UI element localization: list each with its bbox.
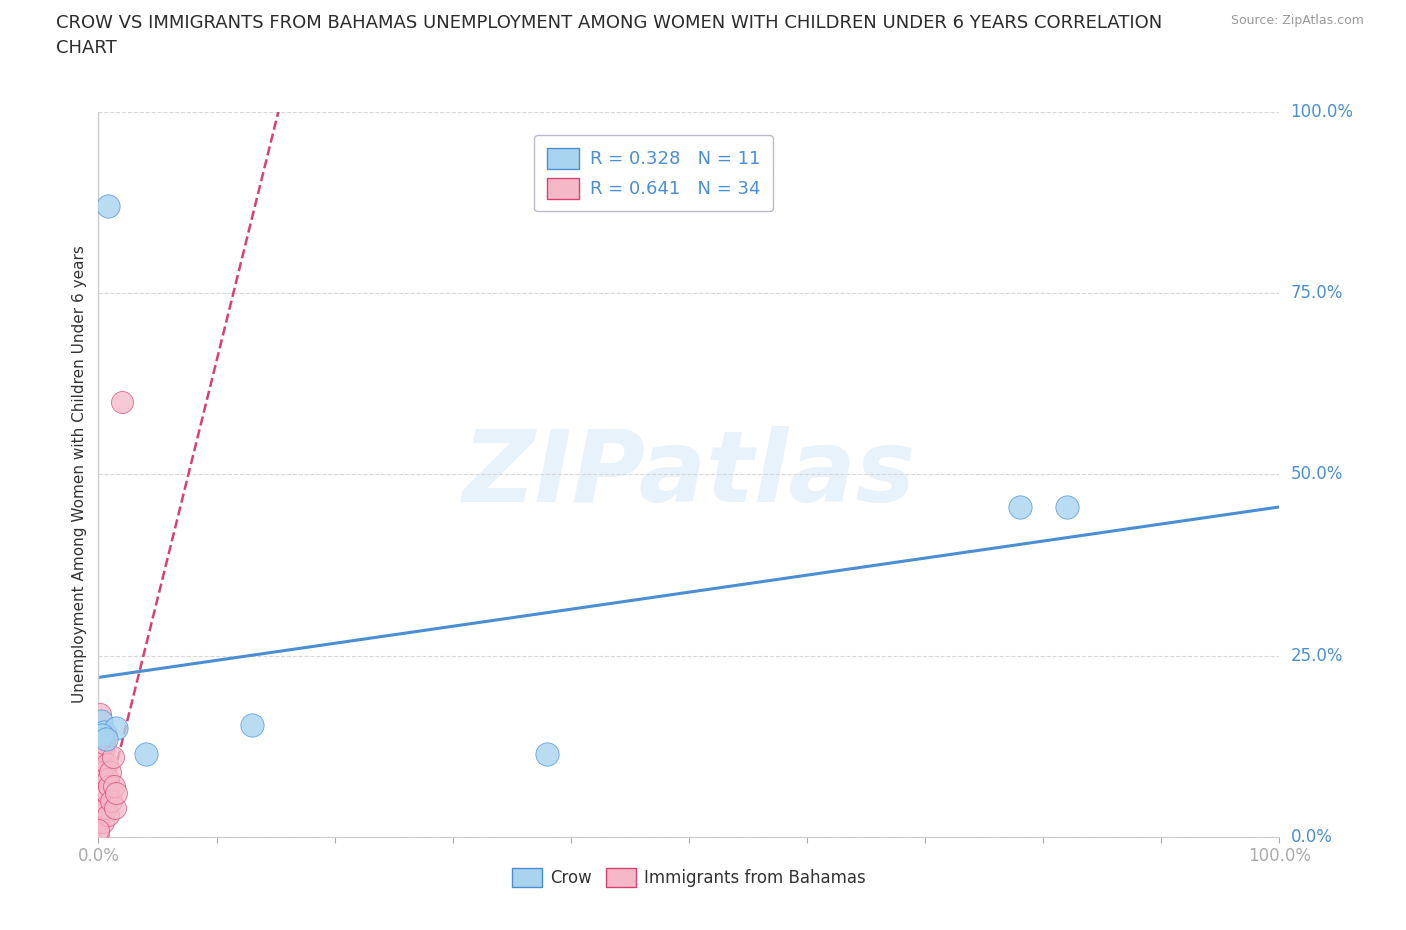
Point [91,724,114,739]
Point [105,786,128,801]
Text: CHART: CHART [56,39,117,57]
Y-axis label: Unemployment Among Women with Children Under 6 years: Unemployment Among Women with Children U… [72,246,87,703]
Point [104,801,127,816]
Point [90,713,112,728]
Point [87,822,110,837]
Point [97,772,120,787]
Text: 75.0%: 75.0% [1291,284,1343,302]
Point [240,717,263,732]
Point [89,706,111,721]
Point [91,786,114,801]
Point [1008,499,1031,514]
Point [96,757,118,772]
Point [87,826,110,841]
Point [100,793,122,808]
Text: 100.0%: 100.0% [1291,102,1354,121]
Point [1056,499,1078,514]
Point [93,724,115,739]
Point [94,728,117,743]
Point [93,736,115,751]
Text: Source: ZipAtlas.com: Source: ZipAtlas.com [1230,14,1364,27]
Point [91,815,114,830]
Text: 50.0%: 50.0% [1291,465,1343,484]
Point [91,728,114,743]
Text: CROW VS IMMIGRANTS FROM BAHAMAS UNEMPLOYMENT AMONG WOMEN WITH CHILDREN UNDER 6 Y: CROW VS IMMIGRANTS FROM BAHAMAS UNEMPLOY… [56,14,1163,32]
Point [90,757,112,772]
Point [91,764,114,779]
Point [87,728,110,743]
Point [135,746,157,761]
Point [89,808,111,823]
Point [94,801,117,816]
Point [87,815,110,830]
Point [94,732,117,747]
Point [536,746,558,761]
Text: 25.0%: 25.0% [1291,646,1343,665]
Point [89,793,111,808]
Point [93,772,115,787]
Point [90,772,112,787]
Point [103,778,125,793]
Point [96,786,118,801]
Text: 0.0%: 0.0% [1291,828,1333,846]
Point [91,742,114,757]
Point [97,808,120,823]
Point [98,778,121,793]
Point [89,778,111,793]
Legend: Crow, Immigrants from Bahamas: Crow, Immigrants from Bahamas [506,861,872,894]
Point [105,721,128,736]
Point [98,764,121,779]
Point [97,198,120,213]
Point [101,750,124,764]
Point [91,750,114,764]
Point [91,801,114,816]
Point [90,713,112,728]
Point [111,394,134,409]
Text: ZIPatlas: ZIPatlas [463,426,915,523]
